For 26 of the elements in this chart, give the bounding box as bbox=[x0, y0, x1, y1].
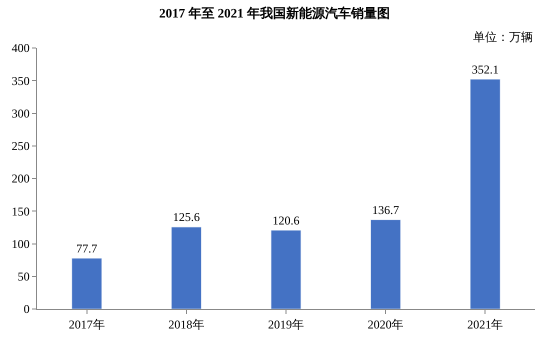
y-tick-label: 150 bbox=[12, 204, 30, 218]
data-label: 120.6 bbox=[272, 213, 300, 228]
bar bbox=[370, 220, 401, 309]
text: 单位：万辆 bbox=[473, 30, 533, 44]
x-tick-label: 2018年 bbox=[168, 317, 204, 332]
bar bbox=[270, 230, 302, 309]
x-tick-label: 2021年 bbox=[467, 317, 504, 332]
x-tick-label: 2017年 bbox=[68, 317, 105, 332]
bar bbox=[470, 79, 500, 309]
x-tick-label: 2020年 bbox=[368, 317, 404, 332]
x-tick-label: 2019年 bbox=[268, 317, 304, 332]
bar bbox=[171, 226, 202, 309]
bar bbox=[72, 258, 102, 309]
y-tick-label: 200 bbox=[12, 172, 30, 186]
data-label: 352.1 bbox=[472, 62, 499, 76]
y-tick-label: 100 bbox=[12, 236, 30, 251]
y-tick-label: 350 bbox=[12, 74, 30, 88]
data-label: 125.6 bbox=[172, 210, 200, 224]
chart-title: 2017 年至 2021 年我国新能源汽车销量图 bbox=[159, 6, 390, 21]
y-tick-label: 50 bbox=[18, 270, 30, 284]
y-tick-label: 300 bbox=[12, 106, 30, 120]
y-tick-label: 400 bbox=[12, 41, 30, 56]
y-tick-label: 0 bbox=[24, 302, 30, 316]
data-label: 77.7 bbox=[76, 241, 98, 256]
y-tick-label: 250 bbox=[12, 139, 30, 154]
data-label: 136.7 bbox=[372, 202, 400, 217]
